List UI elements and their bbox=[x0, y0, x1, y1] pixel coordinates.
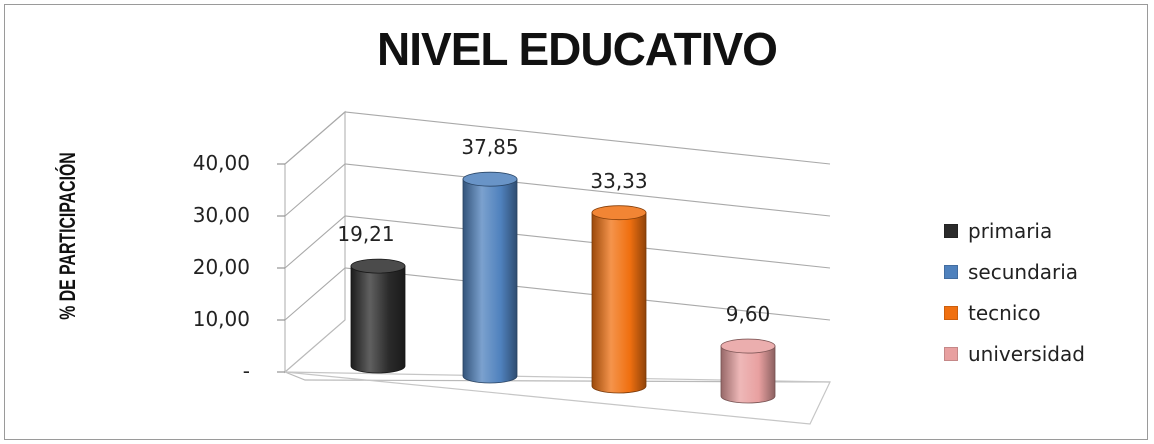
chart-title: NIVEL EDUCATIVO bbox=[377, 23, 778, 75]
legend-label: universidad bbox=[968, 341, 1085, 366]
legend-item-tecnico: tecnico bbox=[944, 292, 1085, 333]
bar-tecnico bbox=[591, 205, 647, 394]
y-axis-ticks: - 10,00 20,00 30,00 40,00 bbox=[140, 0, 250, 444]
legend-item-primaria: primaria bbox=[944, 210, 1085, 251]
gridline bbox=[284, 215, 831, 269]
legend-swatch bbox=[944, 264, 958, 279]
legend-label: secundaria bbox=[968, 259, 1079, 284]
bar-secundaria bbox=[462, 171, 518, 384]
legend-item-secundaria: secundaria bbox=[944, 251, 1085, 292]
chart-frame bbox=[4, 4, 1148, 440]
y-tick-label: 10,00 bbox=[192, 307, 250, 331]
gridline bbox=[284, 111, 831, 165]
y-tick-label: 40,00 bbox=[192, 151, 250, 175]
y-tick-label: - bbox=[242, 359, 250, 383]
legend: primaria secundaria tecnico universidad bbox=[944, 210, 1085, 374]
y-tick-label: 20,00 bbox=[192, 255, 250, 279]
legend-swatch bbox=[944, 305, 958, 320]
y-tick-label: 30,00 bbox=[192, 203, 250, 227]
y-axis-label: % DE PARTICIPACIÓN bbox=[55, 152, 80, 320]
legend-label: tecnico bbox=[968, 300, 1041, 325]
legend-item-universidad: universidad bbox=[944, 333, 1085, 374]
data-label-universidad: 9,60 bbox=[725, 302, 771, 327]
legend-swatch bbox=[944, 346, 958, 361]
data-label-secundaria: 37,85 bbox=[461, 135, 519, 160]
floor bbox=[284, 371, 831, 425]
gridline bbox=[284, 267, 831, 321]
legend-swatch bbox=[944, 223, 958, 238]
bar-primaria bbox=[350, 258, 406, 374]
data-label-tecnico: 33,33 bbox=[590, 168, 648, 193]
floor-edge bbox=[284, 371, 831, 383]
bar-universidad bbox=[720, 338, 776, 404]
legend-label: primaria bbox=[968, 218, 1053, 243]
gridline bbox=[284, 163, 831, 217]
data-label-primaria: 19,21 bbox=[337, 222, 395, 247]
